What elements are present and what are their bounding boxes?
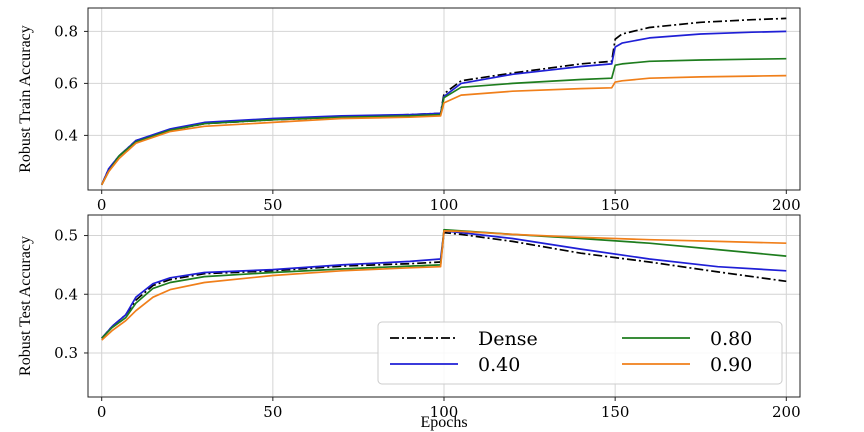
y-axis-label: Robust Test Accuracy (17, 236, 34, 376)
y-tick-label: 0.5 (54, 227, 78, 245)
y-tick-label: 0.4 (54, 285, 78, 303)
y-tick-label: 0.8 (54, 22, 78, 40)
x-axis-label: Epochs (420, 414, 467, 431)
legend-label: 0.80 (710, 328, 752, 350)
legend-label: 0.40 (478, 354, 520, 376)
y-tick-label: 0.4 (54, 126, 78, 144)
legend-label: 0.90 (710, 354, 752, 376)
y-tick-label: 0.3 (54, 344, 78, 362)
x-tick-label: 0 (97, 403, 107, 421)
x-tick-label: 100 (430, 196, 459, 214)
train-accuracy-panel: 0 50 100 150 200 0.4 0.6 0.8 Robust Train Accura… (17, 7, 801, 214)
series-line-0-90 (101, 230, 787, 341)
y-tick-label: 0.6 (54, 74, 78, 92)
legend-label: Dense (478, 328, 538, 350)
series-line-0-90 (100, 74, 787, 186)
x-tick-label: 150 (601, 196, 630, 214)
test-accuracy-panel: 0 50 100 150 200 0.3 0.4 0.5 Robust Test Accurac… (17, 214, 801, 431)
legend: Dense 0.40 0.80 0.90 (377, 321, 783, 385)
x-tick-label: 50 (263, 196, 282, 214)
x-tick-label: 100 (430, 403, 459, 421)
x-tick-label: 50 (263, 403, 282, 421)
x-tick-label: 200 (772, 403, 801, 421)
series-line-0-80 (101, 228, 787, 339)
y-axis-label: Robust Train Accuracy (17, 25, 34, 173)
series-line-0-80 (100, 57, 787, 186)
x-tick-label: 150 (601, 403, 630, 421)
x-tick-label: 200 (772, 196, 801, 214)
series-line-0-40 (100, 30, 787, 186)
x-tick-label: 0 (97, 196, 107, 214)
series-line-0-40 (101, 230, 787, 339)
